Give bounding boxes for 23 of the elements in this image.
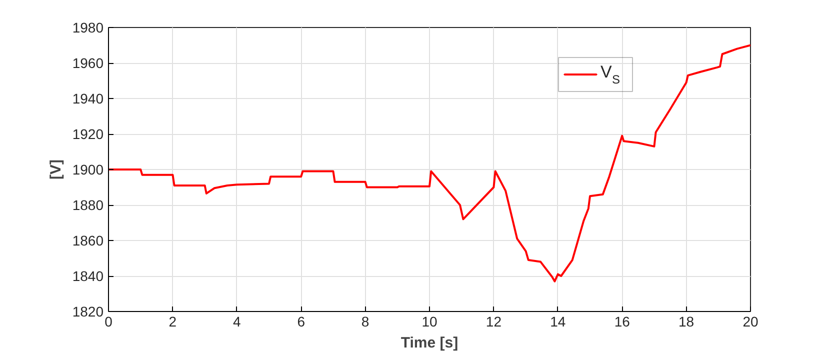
x-tick-label: 10 <box>422 314 438 330</box>
x-tick-label: 6 <box>297 314 306 330</box>
x-tick-label: 12 <box>486 314 502 330</box>
x-tick-label: 14 <box>550 314 566 330</box>
y-tick-label: 1940 <box>72 90 104 106</box>
y-tick-label: 1980 <box>72 20 104 36</box>
x-tick-label: 16 <box>614 314 630 330</box>
x-tick-label: 0 <box>104 314 113 330</box>
y-tick-label: 1880 <box>72 197 104 213</box>
line-series <box>108 44 750 282</box>
y-tick-label: 1960 <box>72 55 104 71</box>
y-tick-label: 1860 <box>72 232 104 248</box>
y-tick-label: 1920 <box>72 126 104 142</box>
x-tick-label: 8 <box>361 314 370 330</box>
y-tick-label: 1900 <box>72 162 104 178</box>
x-tick-label: 20 <box>742 314 758 330</box>
x-axis-title: Time [s] <box>400 334 458 352</box>
y-axis-title: [V] <box>47 160 64 180</box>
x-tick-label: 2 <box>168 314 177 330</box>
y-tick-label: 1840 <box>72 268 104 284</box>
x-tick-label: 4 <box>233 314 242 330</box>
y-tick-label: 1820 <box>72 304 104 320</box>
x-tick-label: 18 <box>678 314 694 330</box>
